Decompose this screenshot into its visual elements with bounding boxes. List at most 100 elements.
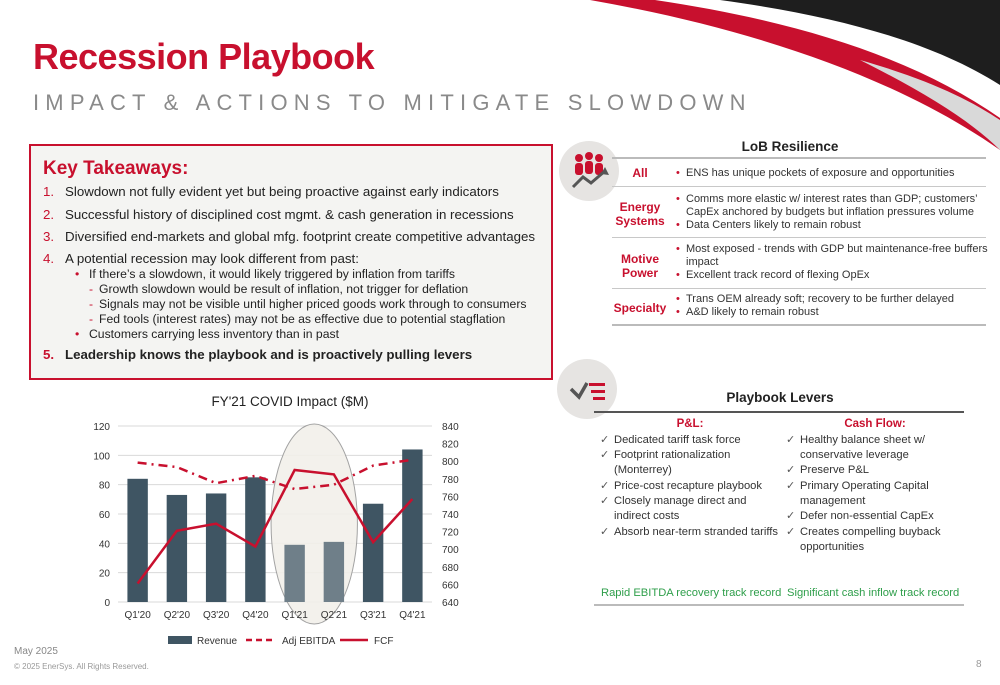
y-right-tick-label: 800 [442,457,459,468]
pl-lever-item: ✓ Closely manage direct and [600,495,747,507]
lob-row-text: • A&D likely to remain robust [676,306,819,318]
bullet-symbol: • [75,267,80,281]
y-right-tick-label: 820 [442,440,459,451]
dash-text: Growth slowdown would be result of infla… [99,282,469,296]
x-tick-label: Q3'20 [203,610,230,621]
adj-ebitda-line [137,458,413,491]
y-right-tick-label: 640 [442,598,459,609]
playbook-levers-title: Playbook Levers [726,390,834,405]
pl-lever-item: ✓ Price-cost recapture playbook [600,480,762,492]
x-tick-label: Q4'20 [242,610,269,621]
legend-label: Revenue [197,636,237,647]
item-number: 4. [43,251,55,266]
revenue-bar [362,503,384,602]
table-rule [612,237,986,238]
lob-row-text: impact [686,256,719,268]
pl-lever-item: indirect costs [614,510,680,522]
item-text: Successful history of disciplined cost m… [65,207,514,222]
y-right-tick-label: 660 [442,580,459,591]
lob-row-text: • Trans OEM already soft; recovery to be … [676,293,954,305]
checklist-icon [557,359,617,419]
covid-impact-chart: 0 20 40 60 80 100 120 640 660 680 700 720 740 760 780 8… [93,422,459,647]
y-right-tick-label: 680 [442,563,459,574]
y-left-tick-label: 60 [99,510,111,521]
cashflow-lever-item: management [800,495,866,507]
lob-row-text: • Data Centers likely to remain robust [676,219,861,231]
chart-title: FY'21 COVID Impact ($M) [211,394,369,409]
legend-swatch-revenue [168,636,192,644]
item-text: Slowdown not fully evident yet but being… [65,184,499,199]
table-rule [594,411,964,413]
lob-row-label: All [632,166,648,180]
y-right-tick-label: 740 [442,510,459,521]
sub-bullet-text: Customers carrying less inventory than i… [89,327,339,341]
item-number: 1. [43,184,55,199]
cashflow-column-header: Cash Flow: [844,418,906,430]
x-tick-label: Q1'20 [124,610,151,621]
dash-symbol: - [89,282,94,296]
table-rule [594,604,964,606]
y-right-tick-label: 700 [442,545,459,556]
table-rule [612,186,986,187]
item-number: 5. [43,347,55,362]
lob-row-text: • ENS has unique pockets of exposure and … [676,167,955,179]
page-subtitle: IMPACT & ACTIONS TO MITIGATE SLOWDOWN [33,90,752,115]
table-rule [612,288,986,289]
pl-lever-item: ✓ Dedicated tariff task force [600,434,741,446]
cashflow-lever-item: ✓ Creates compelling buyback [786,526,941,538]
y-right-tick-label: 780 [442,475,459,486]
takeaway-item: 5. Leadership knows the playbook and is p… [43,347,472,362]
cashflow-track-record: Significant cash inflow track record [787,587,960,599]
x-tick-label: Q1'21 [281,610,308,621]
revenue-bar [127,478,148,602]
cashflow-lever-item: opportunities [800,541,865,553]
revenue-bar [245,477,266,602]
legend-label: Adj EBITDA [282,636,336,647]
lob-row-label: Specialty [613,301,667,315]
cashflow-lever-item: ✓ Defer non-essential CapEx [786,510,934,522]
revenue-bar [166,494,188,602]
dash-text: Fed tools (interest rates) may not be as… [99,312,506,326]
takeaway-sub-bullet: • Customers carrying less inventory than … [75,327,339,341]
lob-row-label: Motive Power [620,252,659,280]
footer-copyright: © 2025 EnerSys. All Rights Reserved. [14,662,149,671]
item-number: 3. [43,229,55,244]
table-rule [612,324,986,326]
lob-row-text: • Comms more elastic w/ interest rates th… [676,193,978,205]
y-left-tick-label: 120 [93,422,110,433]
cashflow-lever-item: conservative leverage [800,449,909,461]
takeaway-item: 3. Diversified end-markets and global mfg… [43,229,535,244]
pl-lever-item: (Monterrey) [614,464,672,476]
page-number: 8 [976,659,982,670]
x-tick-label: Q4'21 [399,610,426,621]
pl-column-header: P&L: [676,418,704,430]
table-rule [612,157,986,159]
y-right-tick-label: 720 [442,528,459,539]
x-tick-label: Q3'21 [360,610,387,621]
takeaway-item: 1. Slowdown not fully evident yet but bei… [43,184,499,199]
cashflow-lever-item: ✓ Preserve P&L [786,464,870,476]
item-number: 2. [43,207,55,222]
pl-lever-item: ✓ Absorb near-term stranded tariffs [600,526,778,538]
cashflow-lever-item: ✓ Primary Operating Capital [786,480,929,492]
dash-symbol: - [89,312,94,326]
item-text: Leadership knows the playbook and is pro… [65,347,473,362]
y-right-tick-label: 840 [442,422,459,433]
key-takeaways-title: Key Takeaways: [43,158,189,179]
x-tick-label: Q2'21 [321,610,348,621]
takeaway-dash-item: - Fed tools (interest rates) may not be a… [89,312,505,326]
takeaway-sub-bullet: • If there’s a slowdown, it would likely … [75,267,455,281]
y-left-tick-label: 0 [104,598,110,609]
y-left-tick-label: 20 [99,569,111,580]
lob-row-text: CapEx anchored by budgets but inflation … [686,206,975,218]
y-left-tick-label: 100 [93,451,110,462]
dash-symbol: - [89,297,94,311]
x-tick-label: Q2'20 [164,610,191,621]
y-left-tick-label: 80 [99,481,111,492]
takeaway-item: 4. A potential recession may look differe… [43,251,359,266]
bullet-symbol: • [75,327,80,341]
page-title: Recession Playbook [33,36,375,77]
sub-bullet-text: If there’s a slowdown, it would likely t… [89,267,456,281]
pl-track-record: Rapid EBITDA recovery track record [601,587,782,599]
lob-row-label: Energy Systems [615,200,665,228]
